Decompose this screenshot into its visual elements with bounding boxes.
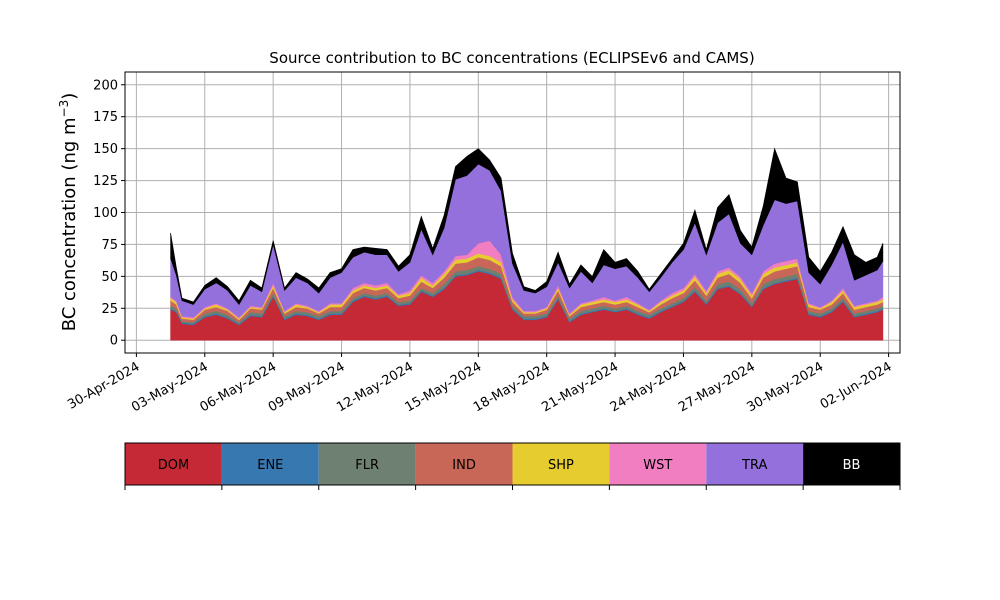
x-tick-label: 12-May-2024 bbox=[334, 359, 416, 415]
x-tick-label: 24-May-2024 bbox=[608, 359, 690, 415]
x-axis: 30-Apr-202403-May-202406-May-202409-May-… bbox=[65, 353, 895, 415]
legend-swatch-tra bbox=[706, 443, 804, 485]
legend-label-dom: DOM bbox=[158, 458, 189, 473]
y-tick-label: 150 bbox=[93, 142, 118, 157]
legend-swatch-ene bbox=[221, 443, 319, 485]
y-tick-label: 0 bbox=[110, 334, 118, 349]
legend-label-tra: TRA bbox=[741, 458, 767, 473]
y-tick-label: 125 bbox=[93, 174, 118, 189]
legend-swatch-bb bbox=[803, 443, 900, 485]
chart-title: Source contribution to BC concentrations… bbox=[269, 49, 754, 67]
legend-frame bbox=[124, 442, 901, 486]
x-tick-label: 21-May-2024 bbox=[539, 359, 621, 415]
y-axis-label: BC concentration (ng m−3) bbox=[57, 93, 80, 332]
legend-swatch-ind bbox=[415, 443, 513, 485]
area-bb bbox=[170, 147, 884, 306]
plot-area: 0 25 50 75 100 125 150 175 200 30-Apr-202403-May… bbox=[65, 71, 901, 415]
y-tick-label: 25 bbox=[101, 302, 118, 317]
y-tick-label: 200 bbox=[93, 78, 118, 93]
legend-label-ene: ENE bbox=[257, 458, 283, 473]
legend-label-shp: SHP bbox=[548, 458, 574, 473]
legend-label-bb: BB bbox=[843, 458, 861, 473]
legend-label-flr: FLR bbox=[355, 458, 379, 473]
legend-label-ind: IND bbox=[452, 458, 476, 473]
y-axis: 0 25 50 75 100 125 150 175 200 bbox=[93, 78, 125, 349]
x-tick-label: 27-May-2024 bbox=[676, 359, 758, 415]
y-tick-label: 175 bbox=[93, 110, 118, 125]
y-tick-label: 75 bbox=[101, 238, 118, 253]
x-tick-label: 02-Jun-2024 bbox=[818, 359, 895, 412]
y-tick-label: 50 bbox=[101, 270, 118, 285]
stacked-areas bbox=[170, 147, 884, 341]
x-tick-label: 15-May-2024 bbox=[403, 359, 485, 415]
x-tick-label: 03-May-2024 bbox=[129, 359, 211, 415]
x-tick-label: 18-May-2024 bbox=[471, 359, 553, 415]
legend-swatch-flr bbox=[318, 443, 416, 485]
legend: DOM ENE FLR IND SHP WST TRA BB bbox=[124, 442, 901, 490]
legend-swatch-wst bbox=[609, 443, 707, 485]
legend-label-wst: WST bbox=[643, 458, 672, 473]
x-tick-label: 06-May-2024 bbox=[197, 359, 279, 415]
y-tick-label: 100 bbox=[93, 206, 118, 221]
legend-swatch-shp bbox=[512, 443, 610, 485]
x-tick-label: 30-May-2024 bbox=[745, 359, 827, 415]
x-tick-label: 09-May-2024 bbox=[266, 359, 348, 415]
legend-swatch-dom bbox=[125, 443, 222, 485]
